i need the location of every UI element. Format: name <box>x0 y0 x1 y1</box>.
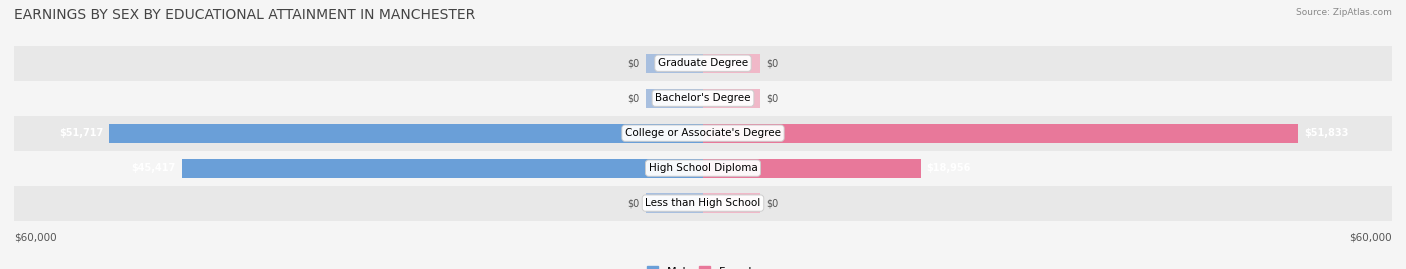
Bar <box>14 151 1392 186</box>
Text: Bachelor's Degree: Bachelor's Degree <box>655 93 751 103</box>
Text: $51,717: $51,717 <box>59 128 104 138</box>
Legend: Male, Female: Male, Female <box>643 262 763 269</box>
Text: EARNINGS BY SEX BY EDUCATIONAL ATTAINMENT IN MANCHESTER: EARNINGS BY SEX BY EDUCATIONAL ATTAINMEN… <box>14 8 475 22</box>
Bar <box>703 54 761 73</box>
Bar <box>14 186 1392 221</box>
Bar <box>110 123 703 143</box>
Text: $0: $0 <box>766 58 779 68</box>
Text: $0: $0 <box>766 198 779 208</box>
Text: Source: ZipAtlas.com: Source: ZipAtlas.com <box>1296 8 1392 17</box>
Text: $60,000: $60,000 <box>14 233 56 243</box>
Text: $51,833: $51,833 <box>1303 128 1348 138</box>
Bar <box>645 89 703 108</box>
Bar <box>703 89 761 108</box>
Text: $0: $0 <box>627 93 640 103</box>
Text: $18,956: $18,956 <box>927 163 970 173</box>
Text: High School Diploma: High School Diploma <box>648 163 758 173</box>
Text: Graduate Degree: Graduate Degree <box>658 58 748 68</box>
Bar <box>645 193 703 213</box>
Text: College or Associate's Degree: College or Associate's Degree <box>626 128 780 138</box>
Text: $0: $0 <box>627 198 640 208</box>
Text: $45,417: $45,417 <box>132 163 176 173</box>
Bar <box>14 46 1392 81</box>
Bar <box>645 54 703 73</box>
Text: $0: $0 <box>766 93 779 103</box>
Text: $60,000: $60,000 <box>1350 233 1392 243</box>
Text: Less than High School: Less than High School <box>645 198 761 208</box>
Bar <box>703 123 1298 143</box>
Bar <box>181 158 703 178</box>
Bar <box>703 193 761 213</box>
Text: $0: $0 <box>627 58 640 68</box>
Bar <box>703 158 921 178</box>
Bar <box>14 81 1392 116</box>
Bar <box>14 116 1392 151</box>
